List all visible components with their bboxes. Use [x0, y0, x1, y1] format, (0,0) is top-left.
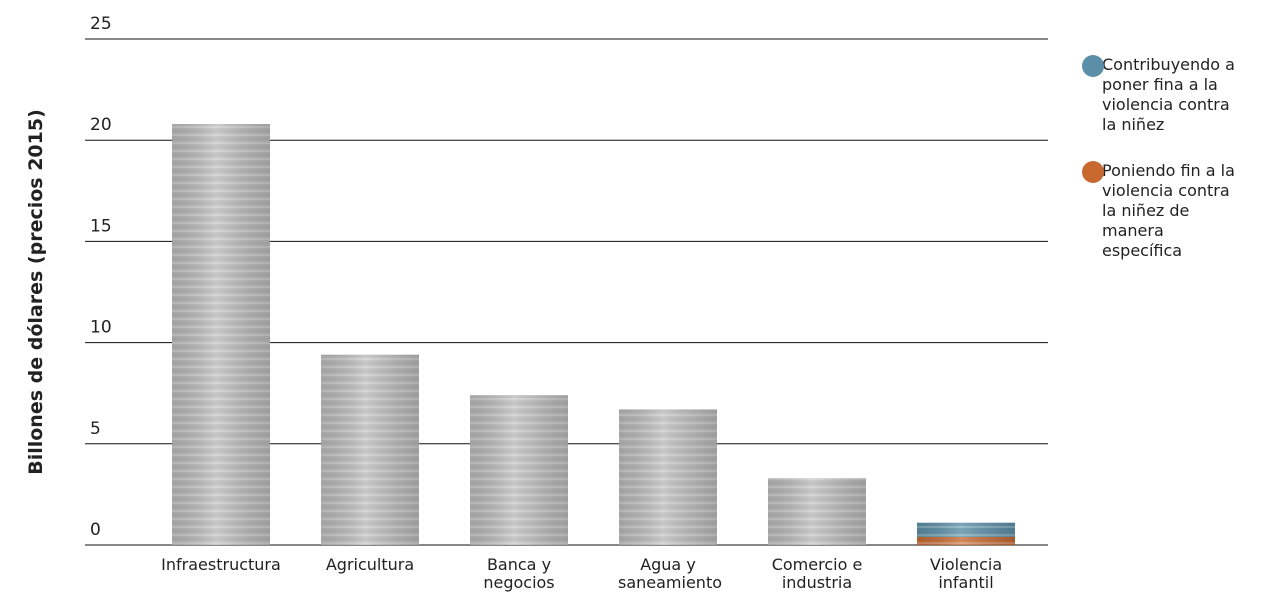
- coin-shade: [619, 409, 717, 545]
- legend-label: Contribuyendo a poner fina a la violenci…: [1102, 55, 1235, 134]
- x-tick-label: Agua y saneamiento: [618, 555, 723, 592]
- coin-shade: [917, 536, 1015, 545]
- x-tick-label: Banca y negocios: [483, 555, 555, 592]
- y-tick-label: 20: [90, 115, 112, 135]
- y-tick-label: 0: [90, 520, 101, 540]
- legend-label: Poniendo fin a la violencia contra la ni…: [1102, 161, 1235, 260]
- legend-item: Poniendo fin a la violencia contra la ni…: [1082, 161, 1282, 261]
- legend-swatch: [1082, 55, 1104, 77]
- y-tick-label: 15: [90, 216, 112, 236]
- x-tick-label: Infraestructura: [161, 555, 281, 574]
- y-tick-label: 10: [90, 318, 112, 338]
- legend-item: Contribuyendo a poner fina a la violenci…: [1082, 55, 1282, 135]
- coin-shade: [768, 478, 866, 545]
- x-tick-label: Comercio e industria: [771, 555, 863, 592]
- coin-shade: [470, 395, 568, 545]
- x-tick-label: Agricultura: [325, 555, 415, 574]
- y-tick-label: 25: [90, 14, 112, 34]
- y-axis-label: Billones de dólares (precios 2015): [25, 109, 47, 475]
- y-tick-label: 5: [90, 419, 101, 439]
- coin-shade: [172, 124, 270, 546]
- x-tick-label: Violencia infantil: [929, 555, 1003, 592]
- coin-shade: [321, 354, 419, 545]
- legend-swatch: [1082, 161, 1104, 183]
- coin-shade: [917, 522, 1015, 537]
